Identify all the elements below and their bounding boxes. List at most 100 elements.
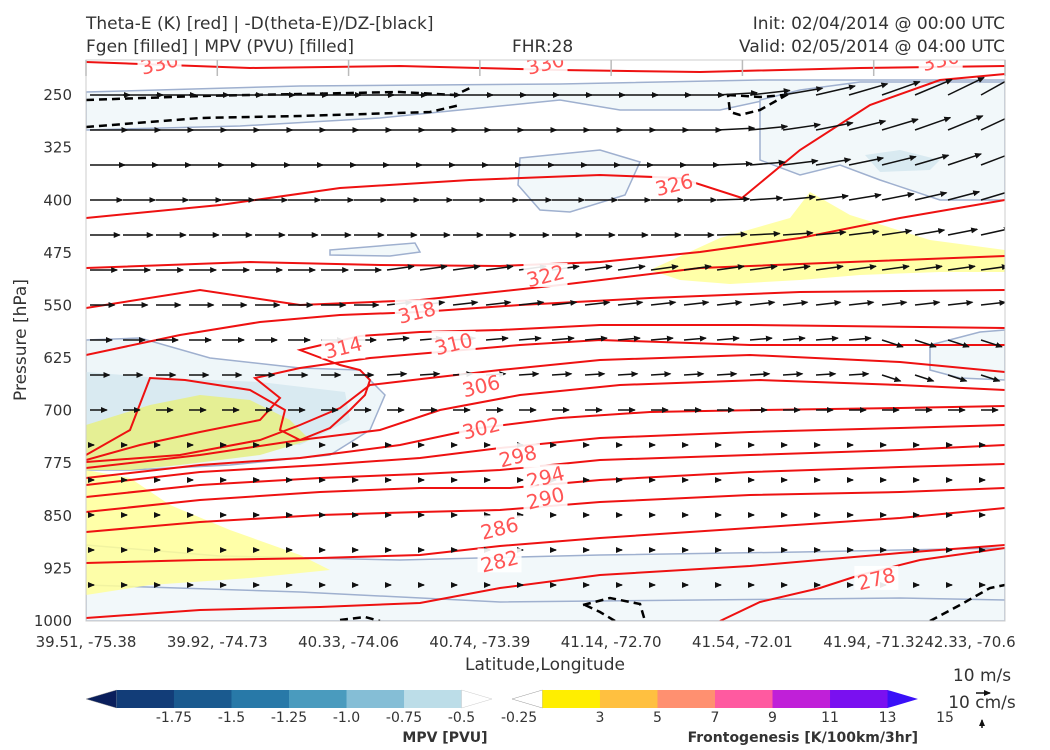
wind-arrow — [584, 335, 608, 342]
colorbar-segment — [599, 690, 658, 708]
colorbar-tick-label: 7 — [711, 710, 720, 726]
wind-arrow — [584, 299, 611, 306]
init-time: Init: 02/04/2014 @ 00:00 UTC — [752, 14, 1005, 34]
wind-arrow — [815, 335, 839, 342]
x-axis-label: Latitude,Longitude — [465, 655, 625, 675]
forecast-hour: FHR:28 — [512, 37, 574, 57]
colorbar-tick-label: 9 — [768, 710, 777, 726]
theta-e-label-bg — [459, 415, 504, 440]
theta-e-label-bg — [854, 565, 899, 590]
wind-arrow — [848, 264, 877, 271]
colorbar-segment — [404, 690, 463, 708]
wind-arrow — [782, 230, 814, 237]
wind-arrow — [914, 374, 935, 383]
wind-arrow — [947, 115, 984, 131]
wind-arrow — [518, 335, 542, 342]
wind-arrow — [881, 80, 921, 96]
colorbar-end-arrow — [887, 690, 918, 708]
y-tick-label: 700 — [43, 402, 72, 420]
y-tick-label: 550 — [43, 296, 72, 314]
wind-arrow — [947, 76, 985, 96]
wind-arrow — [749, 371, 771, 378]
colorbar-tick-label: 5 — [653, 710, 662, 726]
y-tick-label: 775 — [43, 454, 72, 472]
wind-arrow — [782, 299, 809, 306]
plot-frame — [85, 59, 1006, 622]
wind-arrow — [650, 335, 674, 342]
wind-arrow — [551, 371, 573, 378]
theta-e-label-bg — [137, 60, 182, 75]
wind-arrow — [815, 84, 856, 96]
wind-arrow — [650, 299, 677, 306]
wind-arrow — [980, 80, 1005, 96]
wind-arrow — [386, 371, 408, 378]
y-tick-label: 625 — [43, 349, 72, 367]
colorbar-segment — [289, 690, 348, 708]
colorbar-segment — [715, 690, 774, 708]
theta-e-label-bg — [523, 485, 568, 510]
fgen-colorbar-label: Frontogenesis [K/100km/3hr] — [688, 730, 918, 746]
y-tick-label: 1000 — [34, 612, 72, 630]
theta-e-label-bg — [394, 299, 439, 324]
title-left-line-2: Fgen [filled] | MPV (PVU) [filled] — [86, 37, 355, 57]
wind-arrow — [683, 299, 710, 306]
wind-arrow — [617, 371, 639, 378]
wind-arrow — [749, 299, 776, 306]
wind-arrow — [980, 299, 1005, 306]
wind-arrow — [815, 229, 847, 236]
theta-e-label-bg — [523, 464, 568, 489]
valid-time: Valid: 02/05/2014 @ 04:00 UTC — [739, 37, 1005, 57]
x-tick-label: 41.94, -71.32 — [823, 633, 924, 651]
wind-arrow — [782, 264, 811, 271]
wind-arrow — [947, 264, 976, 271]
y-axis-label: Pressure [hPa] — [11, 279, 31, 401]
wind-arrow — [914, 339, 937, 348]
wind-arrow — [947, 227, 979, 236]
theta-e-label-bg — [459, 373, 504, 398]
wind-arrow — [848, 229, 880, 236]
wind-arrow — [914, 299, 941, 306]
colorbar-end-arrow — [85, 689, 117, 709]
wind-arrow — [485, 299, 512, 306]
colorbar-segment — [542, 690, 601, 708]
wind-arrow — [518, 371, 540, 378]
wind-arrow — [716, 335, 740, 342]
wind-arrow — [980, 155, 1005, 166]
wind-arrow — [419, 371, 441, 378]
y-tick-label: 250 — [43, 86, 72, 104]
colorbar-segment — [173, 690, 232, 708]
theta-e-label-bg — [495, 443, 540, 468]
mpv-colorbar-label: MPV [PVU] — [402, 730, 487, 746]
wind-vectors — [88, 76, 1005, 588]
wind-arrow — [980, 192, 1005, 201]
wind-arrow — [584, 371, 606, 378]
wind-arrow — [914, 116, 952, 131]
colorbar-tick-label: -1.0 — [333, 710, 360, 726]
x-tick-label: 42.33, -70.6 — [924, 633, 1015, 651]
wind-arrow — [683, 335, 707, 342]
wind-arrow — [749, 123, 789, 131]
wind-arrow — [980, 264, 1005, 271]
colorbar-tick-label: 3 — [596, 710, 605, 726]
wind-arrow — [452, 299, 479, 306]
colorbar-tick-label: -0.25 — [501, 710, 537, 726]
wind-arrow — [980, 226, 1005, 236]
wind-arrow — [914, 78, 953, 96]
wind-legend-horizontal: 10 m/s — [953, 666, 1011, 686]
wind-arrow — [716, 264, 745, 271]
wind-arrow — [386, 264, 415, 271]
wind-arrow — [848, 371, 870, 378]
wind-arrow — [914, 228, 946, 236]
colorbar-tick-label: -1.5 — [218, 710, 245, 726]
wind-arrow — [716, 125, 756, 132]
wind-arrow — [947, 374, 968, 383]
x-tick-label: 41.54, -72.01 — [692, 633, 793, 651]
wind-arrow — [815, 264, 844, 271]
wind-arrow — [782, 86, 824, 96]
wind-arrow — [716, 160, 753, 167]
fgen-colorbar: 3 5 7 9 11 13 15 — [511, 689, 954, 726]
wind-arrow — [848, 299, 875, 306]
wind-arrow — [716, 299, 743, 306]
wind-arrow — [914, 154, 950, 166]
